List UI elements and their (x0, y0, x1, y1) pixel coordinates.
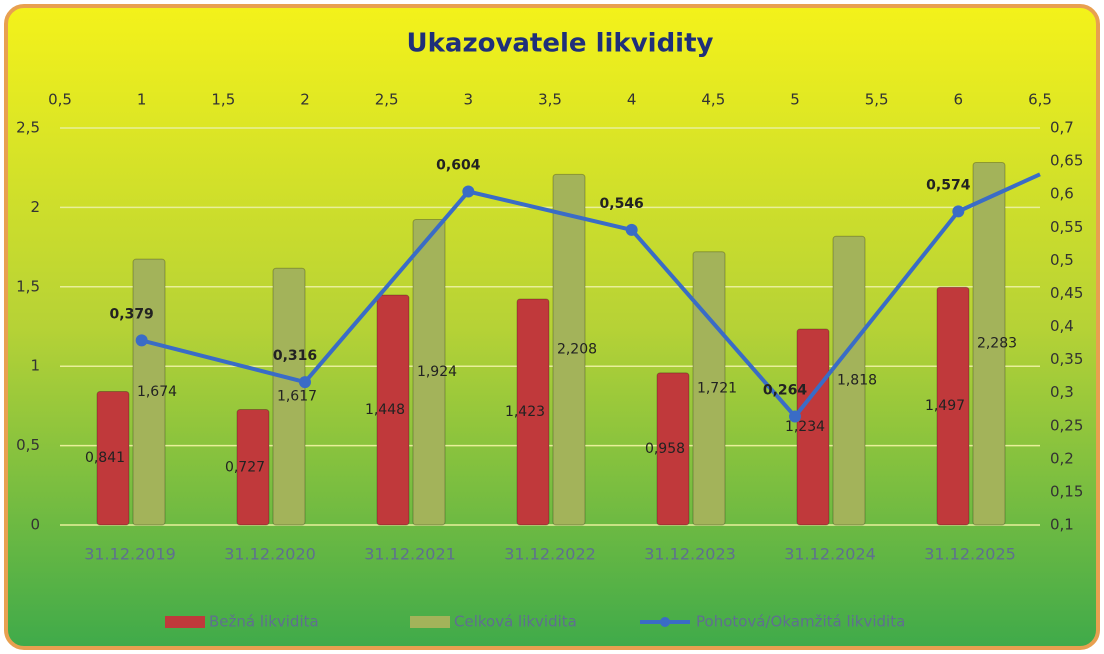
data-label: 0,841 (85, 450, 125, 466)
bar (936, 286, 970, 526)
x-tick-label: 31.12.2023 (644, 545, 736, 564)
x2-tick-label: 0,5 (48, 91, 72, 109)
x2-tick-label: 3,5 (538, 91, 562, 109)
x-tick-label: 31.12.2021 (364, 545, 456, 564)
data-label: 0,379 (110, 306, 154, 322)
y2-tick-label: 0,6 (1050, 185, 1074, 203)
x2-tick-label: 2 (300, 91, 310, 109)
bar (552, 173, 586, 526)
x2-tick-label: 6,5 (1028, 91, 1052, 109)
y2-tick-label: 0,4 (1050, 317, 1074, 335)
data-label: 0,727 (225, 459, 265, 475)
data-label: 2,208 (557, 342, 597, 358)
bar (412, 218, 446, 526)
legend-label: Bežná likvidita (209, 613, 319, 631)
bar (972, 161, 1006, 526)
data-label: 1,674 (137, 384, 177, 400)
line-marker (952, 205, 965, 218)
line-marker (462, 185, 475, 198)
data-label: 2,283 (977, 336, 1017, 352)
legend-label: Pohotová/Okamžitá likvidita (696, 613, 905, 631)
x2-tick-label: 6 (954, 91, 964, 109)
y2-tick-label: 0,15 (1050, 482, 1083, 500)
data-label: 0,316 (273, 348, 317, 364)
x-tick-label: 31.12.2019 (84, 545, 176, 564)
data-label: 0,264 (763, 382, 808, 398)
legend-label: Celková likvidita (454, 613, 577, 631)
y2-tick-label: 0,1 (1050, 516, 1074, 534)
data-label: 1,818 (837, 373, 877, 389)
x2-tick-label: 1,5 (211, 91, 235, 109)
y2-tick-label: 0,35 (1050, 350, 1083, 368)
chart-title: Ukazovatele likvidity (407, 29, 714, 59)
line-marker (299, 376, 311, 389)
y-tick-label: 2 (30, 198, 40, 216)
x2-tick-label: 3 (464, 91, 474, 109)
y2-tick-label: 0,7 (1050, 119, 1074, 137)
bar (236, 409, 270, 526)
y2-tick-label: 0,2 (1050, 449, 1074, 467)
bar (132, 258, 166, 526)
line-marker (789, 410, 801, 423)
y2-tick-label: 0,3 (1050, 383, 1074, 401)
legend-swatch (660, 617, 670, 627)
x2-tick-label: 1 (137, 91, 147, 109)
data-label: 0,958 (645, 441, 685, 457)
data-label: 1,497 (925, 398, 965, 414)
x2-tick-label: 4,5 (701, 91, 725, 109)
bar (272, 267, 306, 526)
data-label: 0,546 (600, 196, 644, 212)
bar (796, 328, 830, 526)
data-label: 1,423 (505, 404, 545, 420)
data-label: 0,574 (926, 177, 971, 193)
data-label: 1,721 (697, 380, 737, 396)
bar (516, 298, 550, 526)
data-label: 1,617 (277, 389, 317, 405)
data-label: 0,604 (436, 158, 481, 174)
y2-tick-label: 0,55 (1050, 218, 1083, 236)
line-marker (135, 334, 148, 347)
data-label: 1,234 (785, 419, 825, 435)
y2-tick-label: 0,5 (1050, 251, 1074, 269)
y-tick-label: 1 (30, 357, 40, 375)
bar (376, 294, 410, 526)
x2-tick-label: 2,5 (375, 91, 399, 109)
x2-tick-label: 5 (790, 91, 800, 109)
y-tick-label: 0 (30, 516, 40, 534)
data-label: 1,924 (417, 364, 457, 380)
legend-swatch (165, 616, 205, 628)
y-tick-label: 0,5 (16, 436, 40, 454)
x2-tick-label: 4 (627, 91, 637, 109)
bar (832, 235, 866, 526)
bar (96, 390, 130, 526)
x-tick-label: 31.12.2022 (504, 545, 596, 564)
bar (656, 372, 690, 526)
x-tick-label: 31.12.2025 (924, 545, 1016, 564)
y-tick-label: 2,5 (16, 119, 40, 137)
y2-tick-label: 0,45 (1050, 284, 1083, 302)
y2-tick-label: 0,65 (1050, 152, 1083, 170)
x2-tick-label: 5,5 (865, 91, 889, 109)
y-tick-label: 1,5 (16, 277, 40, 295)
x-tick-label: 31.12.2024 (784, 545, 876, 564)
line-marker (625, 223, 638, 236)
data-label: 1,448 (365, 402, 405, 418)
legend-swatch (410, 616, 450, 628)
y2-tick-label: 0,25 (1050, 416, 1083, 434)
bar (692, 251, 726, 526)
x-tick-label: 31.12.2020 (224, 545, 316, 564)
